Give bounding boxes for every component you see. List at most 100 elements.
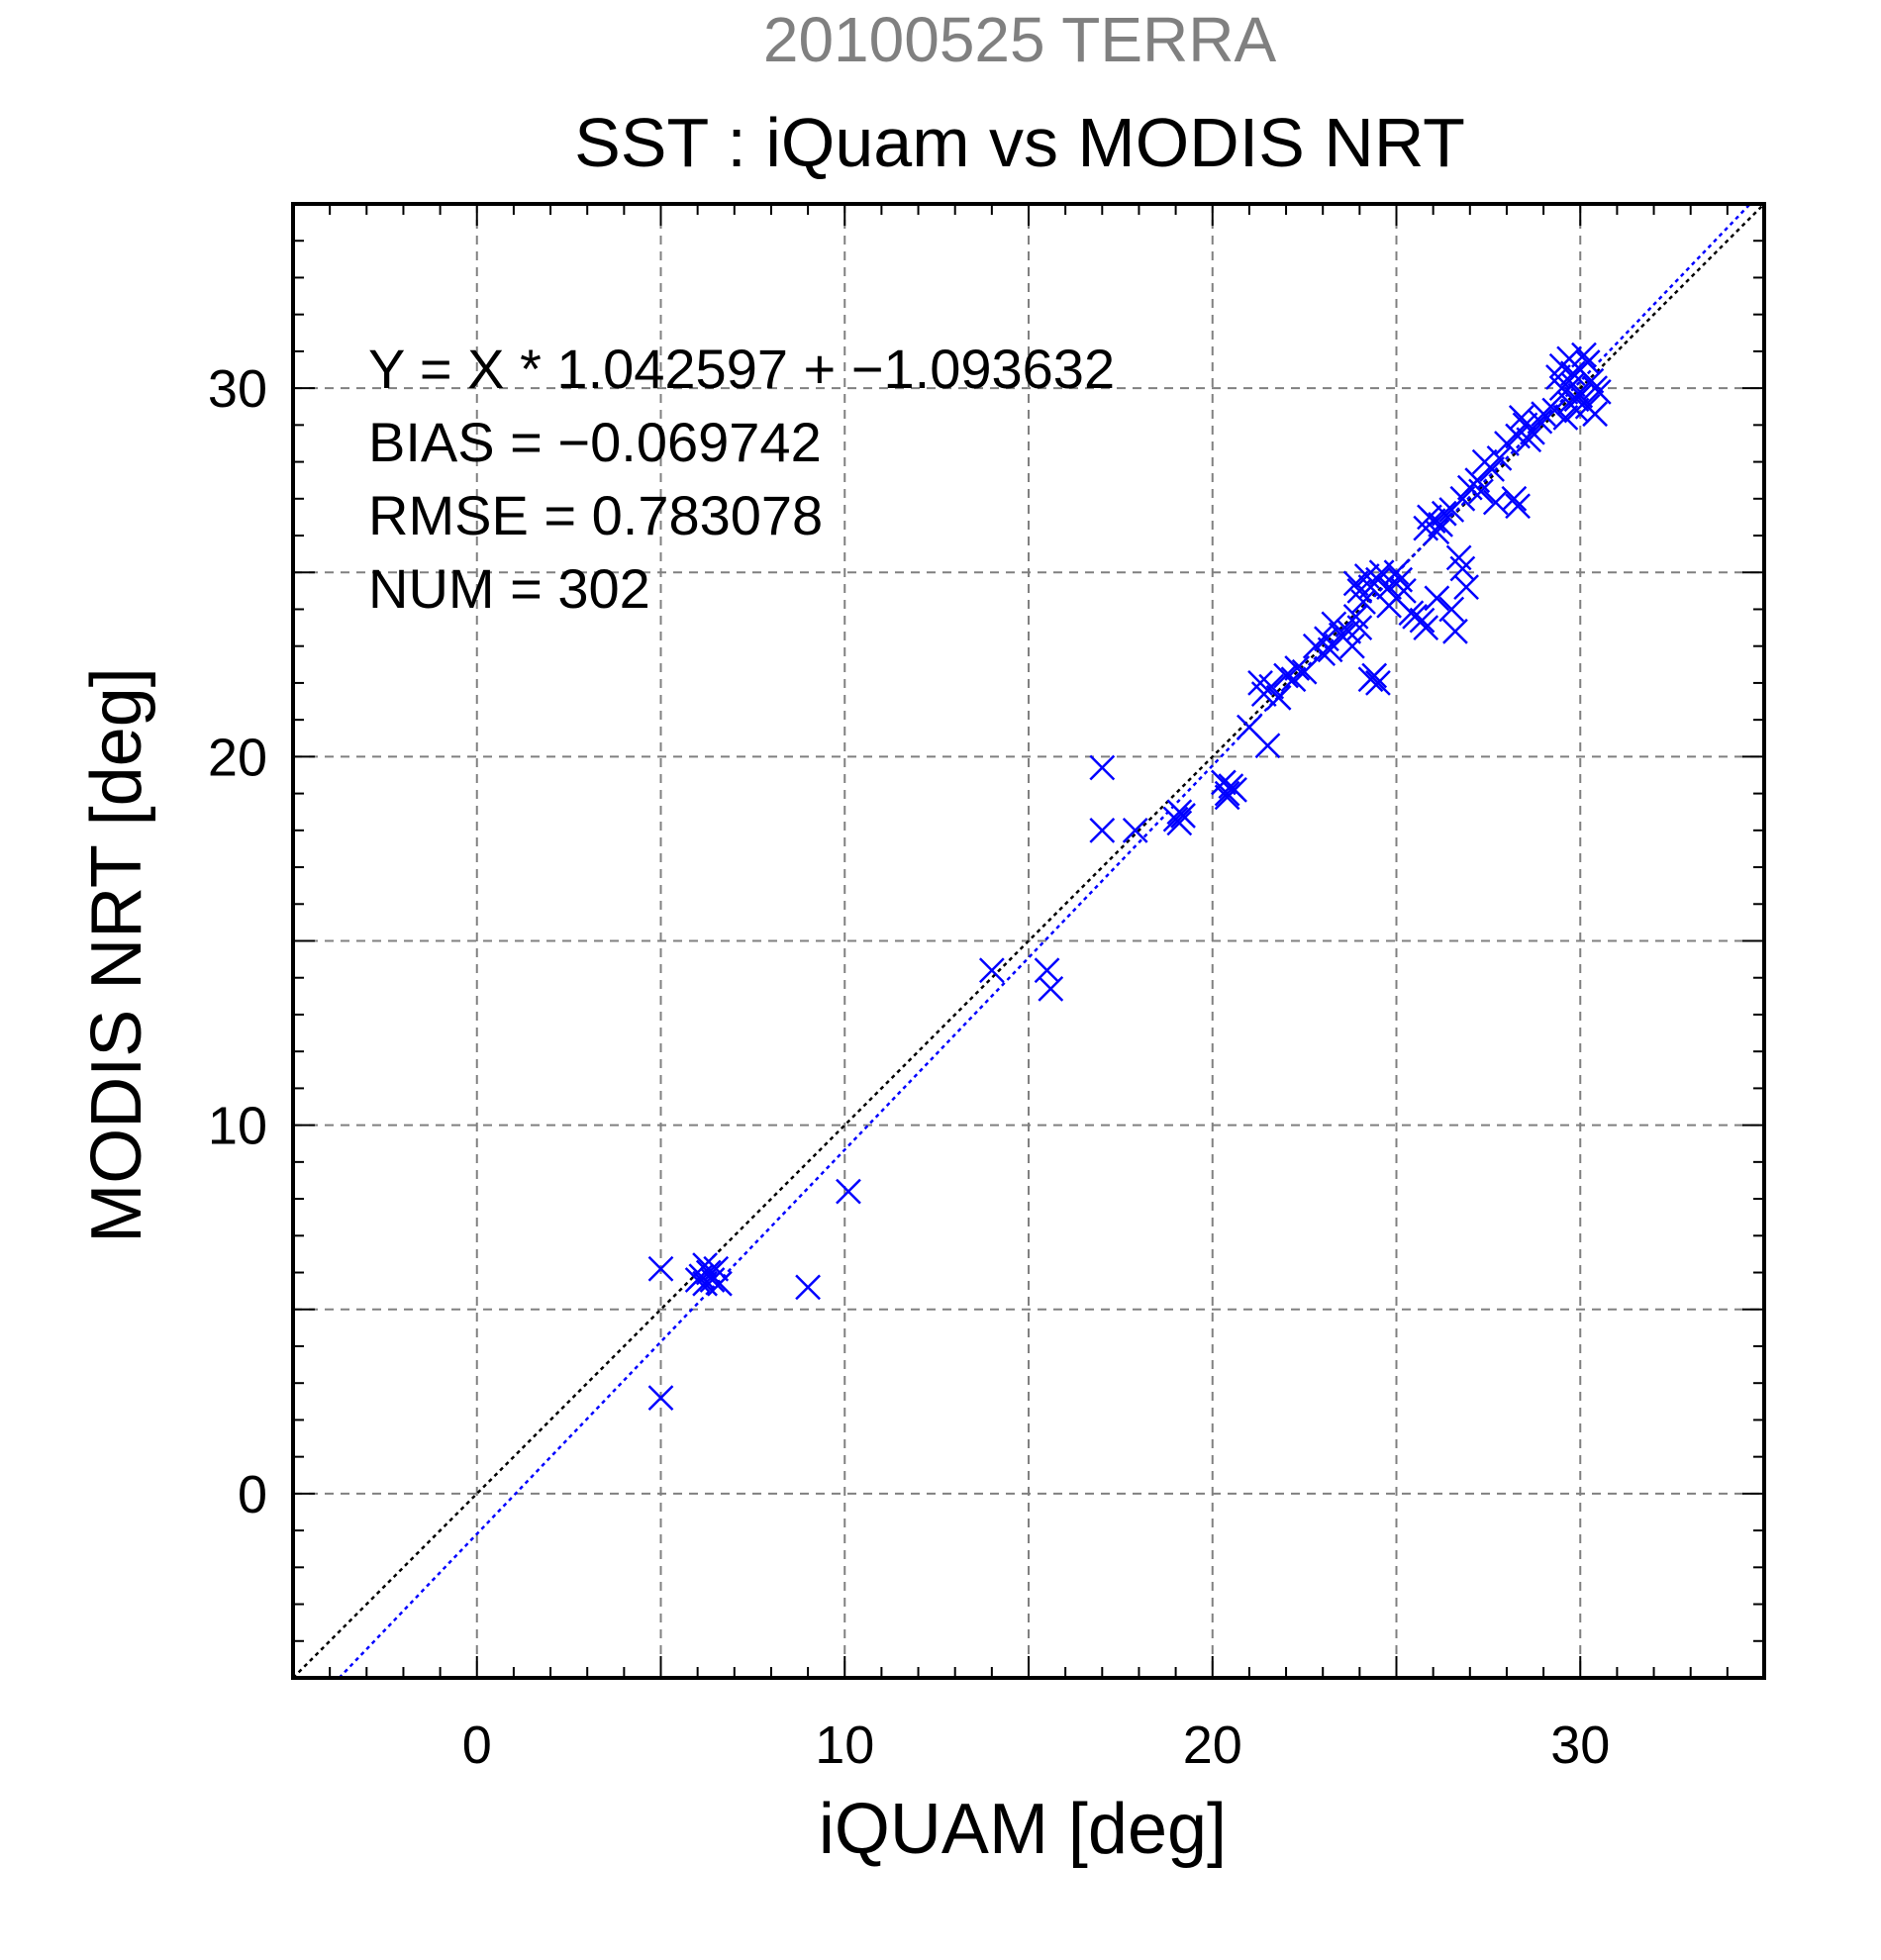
data-point [836,1178,861,1205]
data-point [1365,670,1391,696]
data-point-stroke [1449,485,1476,512]
data-point-stroke [707,1270,733,1297]
chart-subtitle: SST : iQuam vs MODIS NRT [574,104,1465,181]
data-point [1552,405,1579,431]
data-point [1449,485,1476,512]
data-point-stroke [1214,780,1240,807]
data-point-stroke [1574,349,1601,375]
data-point-stroke [1442,618,1468,644]
data-point-stroke [647,1255,674,1282]
stats-annotations: Y = X * 1.042597 + −1.093632 BIAS = −0.0… [368,338,1115,620]
data-point-stroke [1280,666,1307,693]
tick-labels: 0 10 20 30 0 10 20 30 [208,359,1610,1775]
data-point-stroke [1089,754,1116,781]
data-point [1214,784,1240,811]
data-point [1431,500,1457,527]
data-point [1508,405,1534,431]
data-point [692,1252,718,1278]
data-point [1342,570,1369,597]
data-point [1089,817,1116,843]
data-point-stroke [1258,673,1285,700]
data-point-stroke [1237,714,1262,740]
data-point-stroke [1254,733,1281,759]
data-point-stroke [1211,769,1237,796]
data-point-stroke [1505,493,1531,520]
data-point-stroke [1445,544,1472,571]
data-point-stroke [692,1252,718,1278]
data-point-stroke [1482,489,1509,516]
data-point-stroke [1453,574,1479,601]
data-point [1089,754,1116,781]
data-point-stroke [1508,405,1534,431]
data-point-stroke [1273,662,1299,689]
data-point [1541,397,1568,424]
data-point-stroke [1479,456,1505,482]
data-point-stroke [1346,577,1373,604]
data-point-stroke [1516,427,1542,453]
data-point-stroke [1424,519,1450,545]
y-tick-label: 20 [208,728,267,787]
data-point-stroke [1501,485,1528,512]
data-point [1214,780,1240,807]
data-point [647,1255,674,1282]
annotation-bias: BIAS = −0.069742 [368,411,822,473]
data-point-stroke [1420,508,1446,535]
data-point-stroke [1376,592,1402,619]
annotation-rmse: RMSE = 0.783078 [368,484,823,546]
y-tick-label: 30 [208,359,267,419]
data-point [1357,666,1384,693]
data-point [1438,596,1465,623]
data-point [1468,478,1494,505]
data-point-stroke [1350,589,1376,615]
data-point-stroke [836,1178,861,1205]
data-point [1376,592,1402,619]
data-point [1559,360,1586,387]
data-point [1122,817,1148,843]
data-point-stroke [1365,566,1391,593]
data-point-stroke [647,1385,674,1411]
data-point [1339,633,1365,659]
data-point [647,1385,674,1411]
y-tick-label: 0 [238,1465,267,1524]
data-point-stroke [1582,375,1608,402]
data-point-stroke [978,957,1005,984]
data-point-stroke [1387,566,1414,593]
plot-frame [291,202,1766,1680]
data-point-stroke [1559,360,1586,387]
data-point [1582,375,1608,402]
data-point-stroke [1247,670,1273,696]
data-point [1582,401,1608,428]
data-point [1501,485,1528,512]
data-point-stroke [1464,467,1491,494]
data-point [1505,493,1531,520]
annotation-num: NUM = 302 [368,557,650,620]
x-tick-label: 30 [1550,1715,1610,1775]
data-point [1254,733,1281,759]
data-point-stroke [1409,607,1436,634]
data-point [1516,427,1542,453]
data-point-stroke [1342,570,1369,597]
data-point [1409,607,1436,634]
data-point-stroke [1431,500,1457,527]
data-point-stroke [1398,600,1425,627]
x-tick-label: 0 [462,1715,492,1775]
data-point-stroke [1571,342,1597,368]
data-point-stroke [1548,375,1575,402]
data-point-stroke [1383,559,1410,586]
data-point [1571,342,1597,368]
y-axis-label: MODIS NRT [deg] [77,667,156,1243]
data-point-stroke [1413,615,1439,640]
data-point-stroke [1376,574,1402,601]
data-point-stroke [1038,976,1064,1002]
data-point [1482,489,1509,516]
x-axis-label: iQUAM [deg] [819,1790,1227,1869]
data-point-stroke [1541,397,1568,424]
data-point-stroke [1486,444,1513,471]
data-point [1574,349,1601,375]
chart-title: 20100525 TERRA [763,4,1277,75]
data-point [1376,574,1402,601]
data-point-stroke [1353,563,1380,589]
data-point-stroke [1468,478,1494,505]
data-point-stroke [1162,806,1189,833]
